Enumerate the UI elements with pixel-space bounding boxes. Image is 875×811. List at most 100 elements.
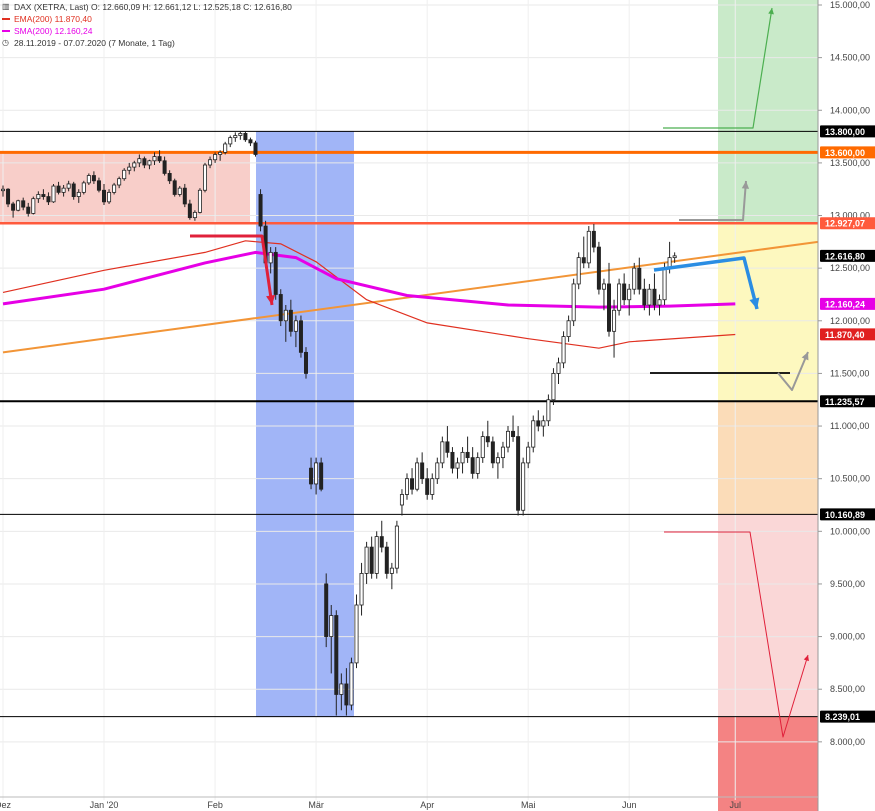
candle-body [440, 441, 445, 464]
candle-body [283, 309, 288, 322]
candle-body [480, 436, 485, 459]
candle [566, 315, 571, 342]
crash-target-zone [718, 716, 818, 811]
sma-swatch [2, 30, 10, 32]
candle-body [531, 420, 536, 448]
y-tick-label: 11.000,00 [830, 421, 869, 431]
candle [142, 156, 147, 169]
candle [526, 441, 531, 469]
x-tick-label: Jan '20 [90, 800, 119, 810]
candle-body [622, 283, 627, 301]
legend-header-row: ▥ DAX (XETRA, Last) O: 12.660,09 H: 12.6… [2, 1, 292, 13]
candle [596, 241, 601, 295]
candle-body [0, 188, 6, 192]
candle [617, 278, 622, 316]
candle-body [102, 189, 107, 203]
clock-icon: ◷ [2, 38, 9, 47]
candle-body [384, 546, 389, 574]
candle [475, 452, 480, 479]
candle [627, 283, 632, 316]
candle-body [495, 457, 500, 464]
candle-body [541, 420, 546, 427]
y-tick-label: 10.500,00 [830, 474, 870, 484]
candle-body [41, 194, 46, 197]
candle-body [309, 467, 314, 485]
candle [303, 347, 308, 379]
candle-body [536, 420, 541, 427]
candle-body [672, 255, 677, 259]
candle [157, 150, 162, 163]
candle [652, 273, 657, 311]
chart-legend: ▥ DAX (XETRA, Last) O: 12.660,09 H: 12.6… [2, 1, 292, 49]
candle [192, 210, 197, 221]
candle [36, 191, 41, 203]
candle-body [223, 143, 228, 153]
candle [41, 189, 46, 200]
candle-body [354, 604, 359, 664]
y-tick-label: 14.000,00 [830, 105, 870, 115]
candle-body [288, 309, 293, 332]
candle-body [445, 441, 450, 453]
candle [561, 331, 566, 369]
level-label-box [820, 508, 875, 521]
candle [531, 415, 536, 453]
candle [581, 236, 586, 269]
candle-body [399, 494, 404, 506]
level-label-box [820, 217, 875, 230]
candle-body [243, 133, 248, 141]
level-label-box [820, 710, 875, 723]
candle-body [268, 251, 273, 264]
y-tick-label: 12.500,00 [830, 263, 870, 273]
candle [223, 141, 228, 155]
candle-body [298, 320, 303, 353]
candle [607, 262, 612, 337]
candle [637, 257, 642, 295]
candle-body [410, 478, 415, 490]
level-label: 11.235,57 [825, 397, 865, 407]
candle-body [177, 187, 182, 195]
candle [117, 176, 122, 189]
candle [324, 573, 329, 648]
candle-body [632, 267, 637, 290]
resistance-rejection-arrow-head [749, 297, 760, 309]
candle-body [228, 137, 233, 145]
candle [86, 173, 91, 185]
candle-body [576, 257, 581, 285]
candle-body [379, 536, 384, 548]
candle [218, 150, 223, 161]
candle [612, 299, 617, 358]
candle [450, 447, 455, 474]
resistance-rejection-arrow [653, 256, 759, 310]
bounce-arrow-head [801, 352, 809, 361]
candle [31, 196, 36, 215]
candle-body [31, 198, 36, 214]
level-label: 12.160,24 [825, 299, 865, 309]
candle-body [86, 175, 91, 184]
candle-body [142, 158, 147, 166]
candle [162, 156, 167, 176]
candle [445, 426, 450, 458]
candle-body [505, 430, 510, 448]
candle-body [303, 351, 308, 374]
candle-body [61, 187, 66, 193]
candle [369, 536, 374, 579]
candle [495, 452, 500, 479]
candle [51, 183, 56, 203]
candle-body [349, 662, 354, 706]
candle-body [652, 288, 657, 306]
candle-body [273, 251, 278, 295]
candle-body [162, 160, 167, 174]
x-tick-label: Dez [0, 800, 11, 810]
candle-body [596, 246, 601, 290]
candle-body [374, 536, 379, 574]
candle [480, 431, 485, 463]
x-tick-label: Feb [207, 800, 223, 810]
candle [516, 426, 521, 516]
downside-zone [718, 514, 818, 717]
candle-body [152, 156, 157, 162]
candle [96, 177, 101, 193]
candle-body [192, 211, 197, 219]
candle [107, 189, 112, 204]
candle [551, 368, 556, 405]
candle-body [112, 184, 117, 193]
